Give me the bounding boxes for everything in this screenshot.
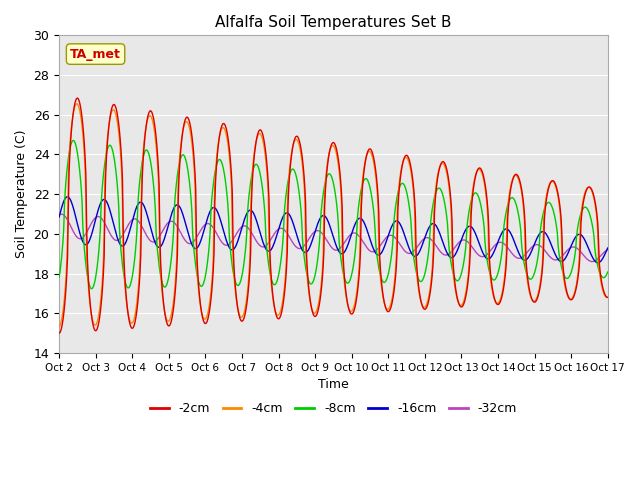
Title: Alfalfa Soil Temperatures Set B: Alfalfa Soil Temperatures Set B [215,15,452,30]
X-axis label: Time: Time [318,378,349,391]
Legend: -2cm, -4cm, -8cm, -16cm, -32cm: -2cm, -4cm, -8cm, -16cm, -32cm [145,397,522,420]
Text: TA_met: TA_met [70,48,121,60]
Y-axis label: Soil Temperature (C): Soil Temperature (C) [15,130,28,258]
